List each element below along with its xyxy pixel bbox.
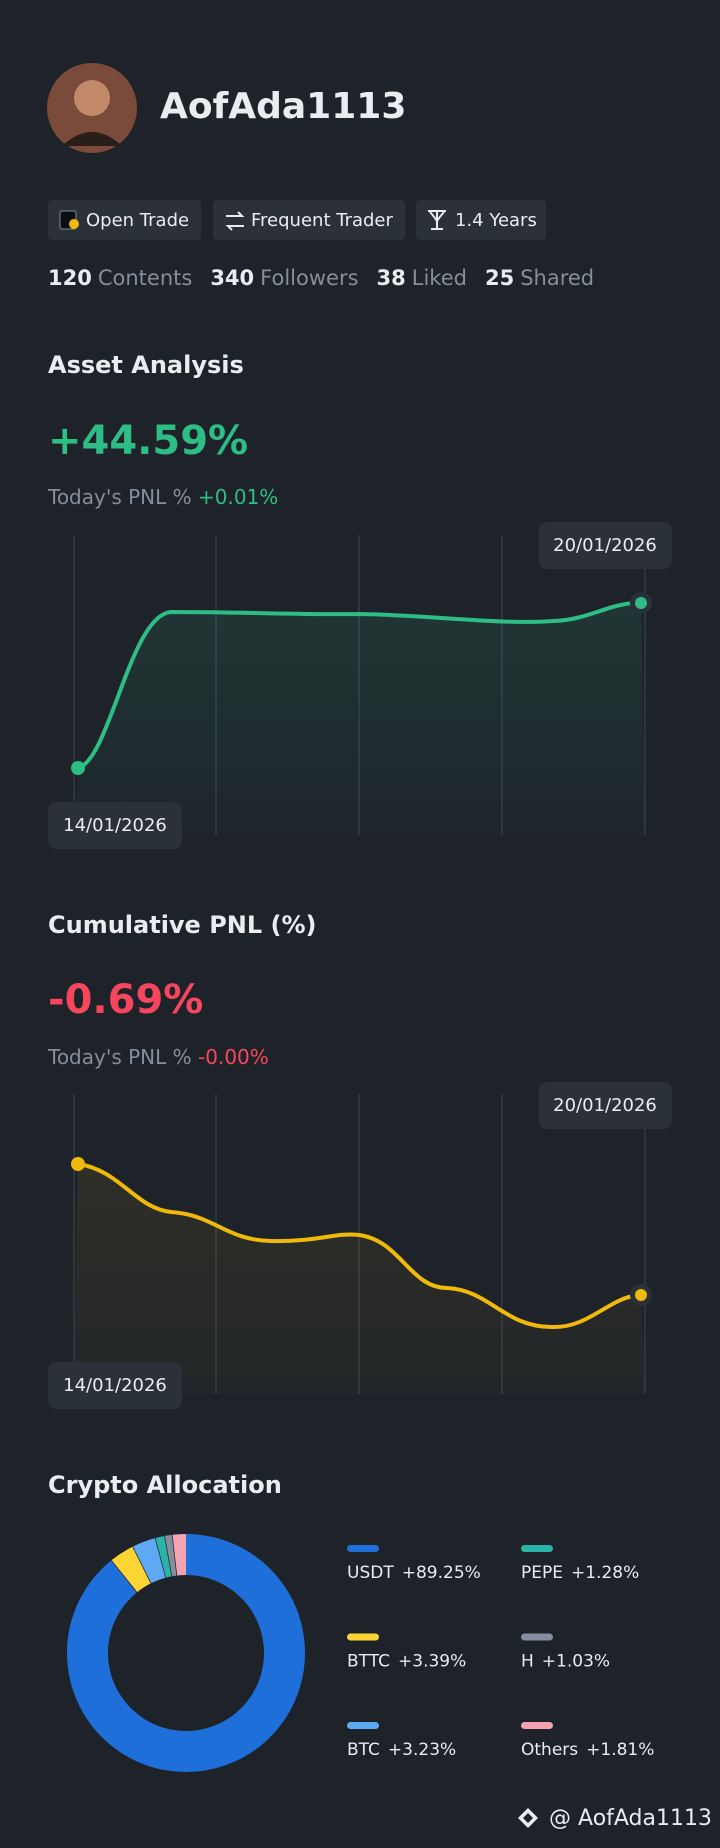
start-date: 14/01/2026	[63, 1375, 167, 1396]
pnl-label: Today's PNL % -0.00%	[47, 1045, 269, 1069]
legend-entry: PEPE +1.28%	[521, 1563, 639, 1583]
legend-value: +89.25%	[402, 1563, 481, 1583]
stat: 340 Followers	[210, 266, 358, 290]
badge	[416, 200, 546, 240]
pnl-label: Today's PNL % +0.01%	[47, 485, 278, 509]
date-tooltip	[48, 802, 182, 849]
legend-label: Others	[521, 1740, 578, 1760]
legend-label: H	[521, 1652, 534, 1672]
legend-entry: BTC +3.23%	[347, 1740, 456, 1760]
badge-icon	[428, 210, 446, 230]
badge-icon	[225, 211, 245, 231]
end-date: 20/01/2026	[553, 535, 657, 556]
legend-entry: BTTC +3.39%	[347, 1652, 466, 1672]
legend-label: BTC	[347, 1740, 380, 1760]
section-title: Crypto Allocation	[48, 1471, 282, 1499]
legend-value: +1.03%	[542, 1652, 610, 1672]
legend-label: PEPE	[521, 1563, 563, 1583]
user-name: AofAda1113	[160, 86, 406, 127]
legend-value: +1.28%	[571, 1563, 639, 1583]
legend-swatch	[347, 1722, 379, 1729]
stat-label: Followers	[260, 266, 358, 290]
legend: USDT +89.25% BTTC +3.39% BTC +3.23% PEPE +1.28%…	[347, 1545, 654, 1760]
donut-slice	[172, 1534, 187, 1576]
badge	[213, 200, 405, 240]
donut-slice	[155, 1535, 173, 1578]
legend-label: USDT	[347, 1563, 394, 1583]
pnl-line	[77, 600, 642, 770]
legend-value: +3.23%	[388, 1740, 456, 1760]
footer-handle: @ AofAda1113	[549, 1806, 712, 1831]
legend-swatch	[521, 1722, 553, 1729]
stats: 120 Contents 340 Followers 38 Liked 25 Shared	[48, 266, 594, 290]
legend-swatch	[521, 1545, 553, 1552]
end-point	[635, 597, 647, 609]
badge-label: 1.4 Years	[455, 210, 537, 231]
stat-value: 340	[210, 266, 254, 290]
avatar-body	[62, 132, 122, 146]
total-value: -0.69%	[48, 977, 203, 1023]
legend-swatch	[521, 1633, 553, 1641]
donut-slice	[164, 1534, 178, 1577]
section-title: Asset Analysis	[48, 351, 244, 379]
donut-chart	[67, 1534, 305, 1772]
legend-label: BTTC	[347, 1652, 390, 1672]
badge	[48, 200, 201, 240]
pnl-label-text: Today's PNL %	[47, 485, 192, 509]
total-value: +44.59%	[48, 418, 248, 464]
line-area	[74, 1164, 645, 1394]
footer-logo	[518, 1808, 538, 1828]
legend-value: +3.39%	[398, 1652, 466, 1672]
start-date: 14/01/2026	[63, 815, 167, 836]
stat: 120 Contents	[48, 266, 192, 290]
legend-entry: USDT +89.25%	[347, 1563, 481, 1583]
badge-icon	[69, 219, 79, 229]
end-date: 20/01/2026	[553, 1095, 657, 1116]
avatar-face	[74, 80, 110, 116]
legend-entry: Others +1.81%	[521, 1740, 654, 1760]
legend-swatch	[347, 1545, 379, 1552]
start-point	[71, 1157, 85, 1171]
stat: 38 Liked	[377, 266, 467, 290]
legend-swatch	[347, 1633, 379, 1641]
badge-label: Open Trade	[86, 210, 189, 231]
legend-value: +1.81%	[586, 1740, 654, 1760]
pnl-label-text: Today's PNL %	[47, 1045, 192, 1069]
donut-slice	[67, 1534, 305, 1772]
stat-value: 38	[377, 266, 406, 290]
pnl-value: +0.01%	[198, 485, 278, 509]
stat: 25 Shared	[485, 266, 594, 290]
stat-value: 25	[485, 266, 514, 290]
stat-label: Shared	[520, 266, 594, 290]
legend-entry: H +1.03%	[521, 1652, 610, 1672]
pnl-value: -0.00%	[198, 1045, 269, 1069]
donut-slice	[132, 1537, 167, 1584]
start-point	[71, 761, 85, 775]
date-tooltip	[539, 1082, 672, 1129]
line-area	[74, 602, 645, 835]
stat-label: Liked	[412, 266, 467, 290]
donut-slice	[111, 1546, 152, 1593]
stat-value: 120	[48, 266, 92, 290]
badge-label: Frequent Trader	[251, 210, 393, 231]
stat-label: Contents	[98, 266, 192, 290]
pnl-line	[77, 1162, 642, 1330]
end-point	[635, 1289, 647, 1301]
date-tooltip	[539, 522, 672, 569]
section-title: Cumulative PNL (%)	[48, 911, 317, 939]
date-tooltip	[48, 1362, 182, 1409]
